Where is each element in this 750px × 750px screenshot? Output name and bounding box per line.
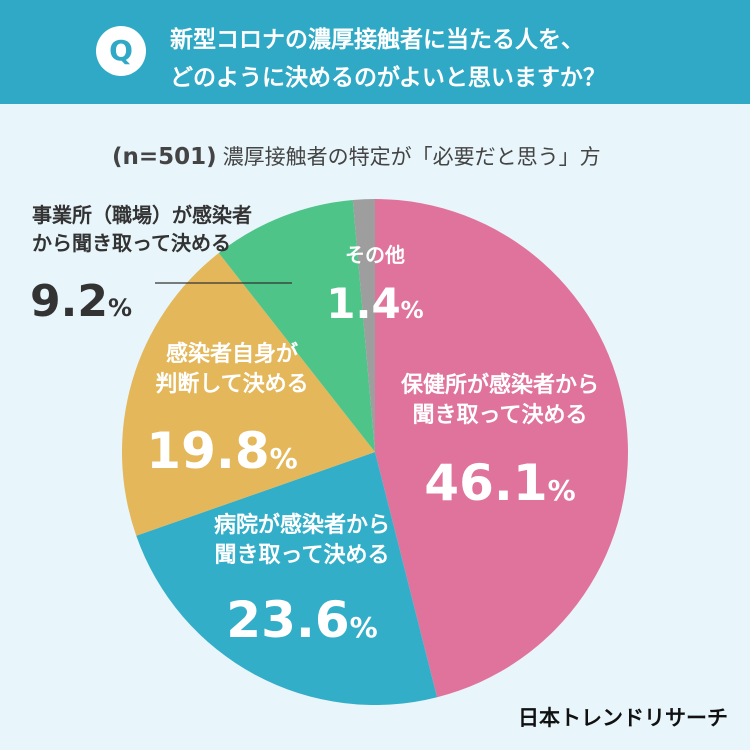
percent-unit: % bbox=[108, 294, 132, 322]
slice-label: から聞き取って決める bbox=[32, 231, 231, 255]
slice-label: 事業所（職場）が感染者 bbox=[32, 203, 252, 227]
sample-size: (n=501) bbox=[112, 144, 217, 170]
pie-slice bbox=[121, 252, 376, 536]
slice-label: 判断して決める bbox=[155, 371, 308, 397]
slice-label: 病院が感染者から bbox=[214, 512, 390, 538]
slice-value: 23.6% bbox=[226, 591, 377, 649]
question-line-1: 新型コロナの濃厚接触者に当たる人を、 bbox=[170, 27, 584, 53]
question-header: Q 新型コロナの濃厚接触者に当たる人を、 どのように決めるのがよいと思いますか？ bbox=[0, 0, 750, 104]
percent-unit: % bbox=[270, 442, 298, 475]
chart-subtitle: (n=501) 濃厚接触者の特定が「必要だと思う」方 bbox=[112, 141, 601, 171]
pie-slice bbox=[375, 199, 628, 698]
slice-label: 感染者自身が bbox=[166, 341, 298, 367]
subtitle-text: 濃厚接触者の特定が「必要だと思う」方 bbox=[222, 145, 601, 169]
percent-unit: % bbox=[350, 611, 378, 644]
slice-value: 9.2% bbox=[30, 276, 132, 327]
slice-label: 保健所が感染者から bbox=[400, 372, 599, 398]
pie-slice bbox=[218, 199, 375, 452]
slice-label: 聞き取って決める bbox=[413, 403, 588, 428]
brand-logo: 日本トレンドリサーチ bbox=[518, 706, 728, 730]
percent-unit: % bbox=[401, 298, 424, 324]
pie-slice bbox=[352, 199, 375, 452]
slice-label: その他 bbox=[345, 243, 405, 267]
percent-unit: % bbox=[548, 474, 576, 507]
q-badge: Q bbox=[96, 26, 146, 76]
slice-label: 聞き取って決める bbox=[215, 543, 390, 568]
pie-slice bbox=[136, 452, 438, 705]
question-line-2: どのように決めるのがよいと思いますか？ bbox=[170, 65, 606, 91]
